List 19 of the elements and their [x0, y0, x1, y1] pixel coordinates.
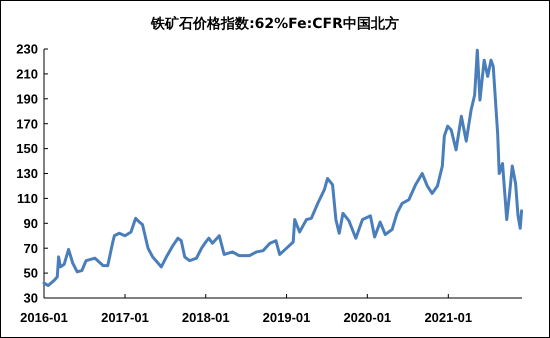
y-tick-label: 230 [16, 42, 38, 57]
y-tick-label: 170 [16, 116, 38, 132]
y-tick-label: 130 [16, 166, 38, 182]
y-tick-label: 150 [16, 141, 38, 156]
y-tick-label: 210 [16, 66, 38, 82]
y-tick-label: 30 [24, 290, 38, 306]
x-tick-label: 2017-01 [101, 310, 149, 325]
x-tick-label: 2021-01 [424, 310, 472, 325]
y-tick-label: 50 [24, 266, 38, 281]
y-tick-label: 110 [17, 190, 38, 206]
line-series [42, 48, 524, 288]
x-tick-label: 2020-01 [343, 310, 392, 325]
x-tick-label: 2019-01 [262, 310, 310, 325]
chart-title: 铁矿石价格指数:62%Fe:CFR中国北方 [150, 15, 399, 32]
x-tick-label: 2018-01 [182, 310, 230, 325]
x-tick-label: 2016-01 [20, 310, 68, 325]
y-tick-label: 90 [24, 216, 38, 231]
y-tick-label: 190 [16, 91, 38, 106]
y-tick-label: 70 [24, 240, 38, 256]
